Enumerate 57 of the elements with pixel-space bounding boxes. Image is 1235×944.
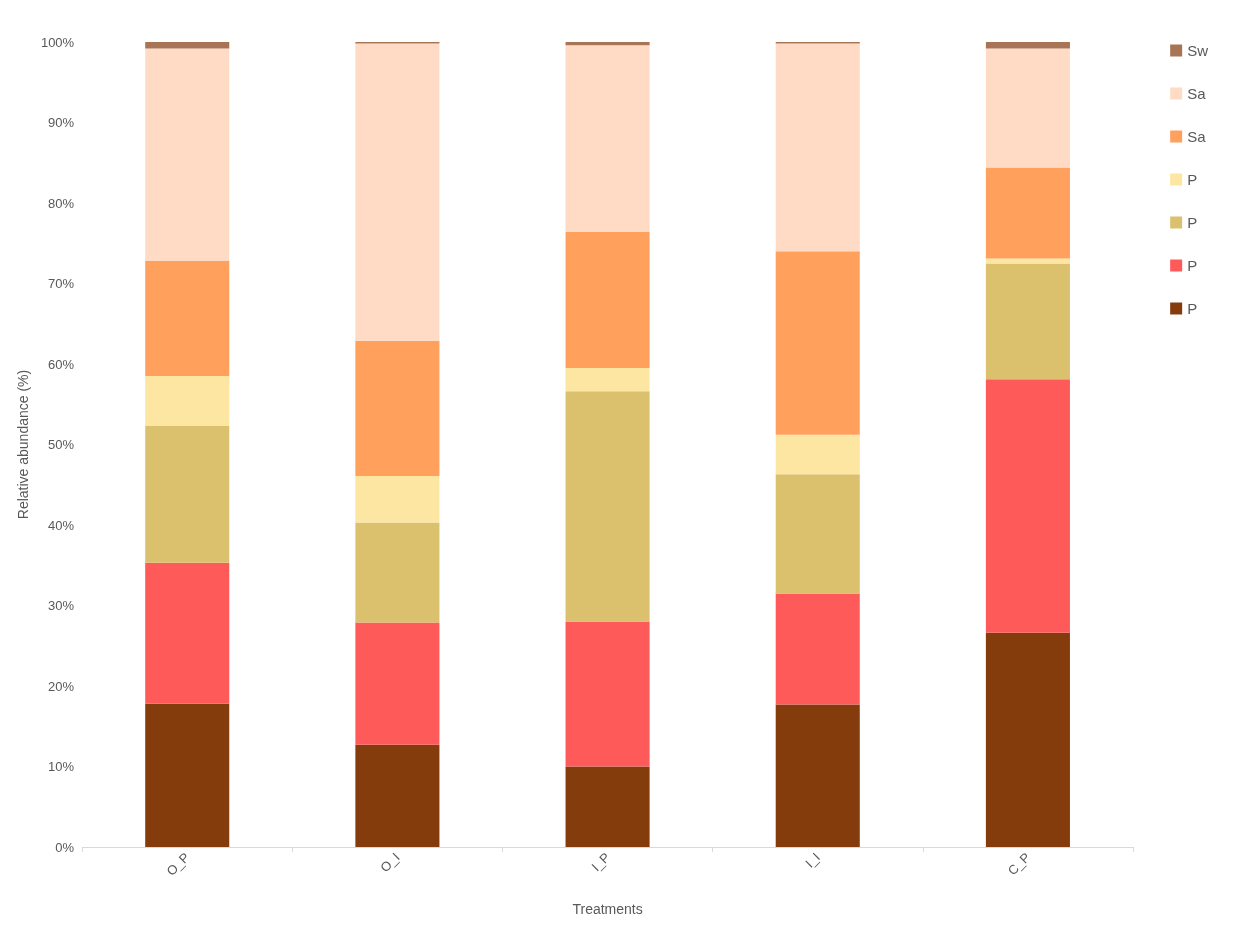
legend-label: Sw: [1187, 42, 1209, 59]
x-axis-title: Treatments: [572, 901, 643, 917]
bar: [145, 376, 230, 426]
x-tick-label: I_P: [588, 849, 613, 875]
y-axis-title: Relative abundance (%): [15, 369, 31, 520]
y-tick-label: 60%: [48, 356, 75, 372]
bar: [775, 434, 860, 475]
bar: [565, 42, 650, 46]
bar: [985, 379, 1070, 633]
y-tick-label: 80%: [48, 195, 75, 211]
y-tick-label: 20%: [48, 678, 75, 694]
bar: [355, 622, 440, 745]
y-tick-label: 40%: [48, 517, 75, 533]
legend-label: P: [1187, 214, 1198, 231]
y-tick-label: 50%: [48, 437, 75, 452]
y-tick-label: 30%: [48, 598, 75, 613]
x-tick-label: I_I: [802, 849, 824, 871]
bar: [985, 42, 1070, 49]
y-tick-label: 90%: [48, 115, 75, 130]
bar: [355, 43, 440, 341]
x-tick-label: O_I: [377, 849, 403, 876]
bar: [355, 744, 440, 847]
bar: [145, 703, 230, 847]
legend-label: Sa: [1187, 128, 1207, 145]
bar: [985, 167, 1070, 259]
bar: [355, 522, 440, 623]
legend-label: P: [1187, 300, 1198, 317]
bar: [565, 766, 650, 847]
bar: [775, 251, 860, 435]
bar: [565, 621, 650, 767]
bar: [565, 391, 650, 622]
legend-label: P: [1187, 171, 1198, 188]
bar: [775, 474, 860, 594]
x-tick-label: C_P: [1004, 849, 1034, 879]
legend-label: P: [1187, 257, 1198, 274]
bar: [145, 42, 230, 49]
bar: [355, 475, 440, 523]
y-tick-label: 0%: [55, 839, 75, 855]
bar: [775, 593, 860, 705]
bar: [985, 48, 1070, 168]
bar: [145, 425, 230, 563]
bar: [355, 340, 440, 476]
x-tick-label: O_P: [163, 849, 193, 879]
bar: [985, 263, 1070, 380]
bar: [985, 632, 1070, 847]
bar: [565, 368, 650, 392]
bar: [145, 48, 230, 261]
bar: [565, 45, 650, 232]
bar: [565, 231, 650, 369]
y-tick-label: 10%: [48, 759, 75, 774]
y-tick-label: 100%: [40, 34, 75, 50]
y-tick-label: 70%: [48, 276, 75, 291]
legend-label: Sa: [1187, 85, 1207, 102]
bar: [145, 562, 230, 704]
bar: [775, 704, 860, 847]
bar: [775, 43, 860, 252]
bar: [145, 260, 230, 377]
